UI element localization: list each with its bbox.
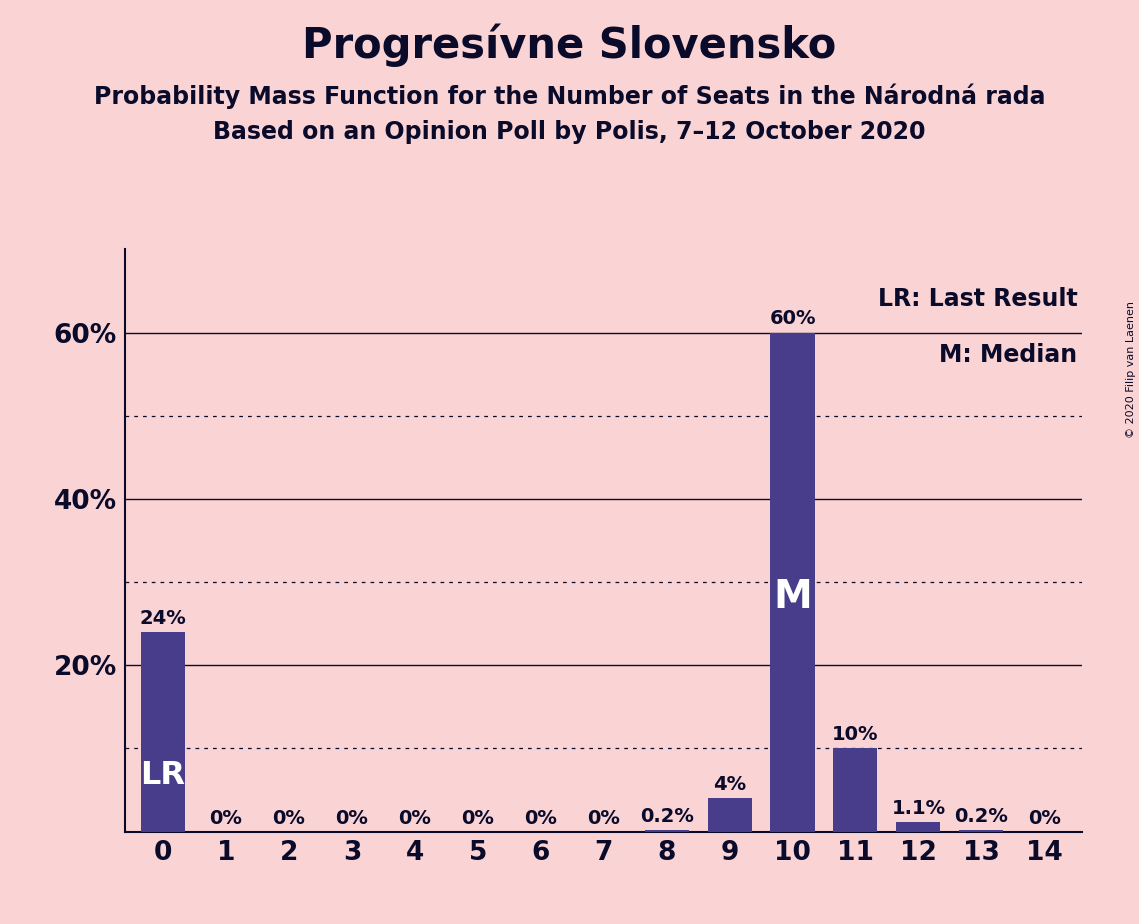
Bar <box>707 798 752 832</box>
Text: 0.2%: 0.2% <box>640 807 694 826</box>
Bar <box>770 333 814 832</box>
Text: 1.1%: 1.1% <box>892 799 945 819</box>
Text: 4%: 4% <box>713 775 746 794</box>
Text: Probability Mass Function for the Number of Seats in the Národná rada: Probability Mass Function for the Number… <box>93 83 1046 109</box>
Text: M: Median: M: Median <box>940 343 1077 367</box>
Bar <box>896 822 941 832</box>
Text: 0%: 0% <box>588 809 620 828</box>
Text: LR: Last Result: LR: Last Result <box>877 286 1077 310</box>
Bar <box>645 830 689 832</box>
Text: 24%: 24% <box>140 609 187 628</box>
Text: 0%: 0% <box>399 809 432 828</box>
Text: 0%: 0% <box>210 809 243 828</box>
Text: 0%: 0% <box>272 809 305 828</box>
Text: 0%: 0% <box>524 809 557 828</box>
Text: Based on an Opinion Poll by Polis, 7–12 October 2020: Based on an Opinion Poll by Polis, 7–12 … <box>213 120 926 144</box>
Text: LR: LR <box>140 760 186 791</box>
Text: 0.2%: 0.2% <box>954 807 1008 826</box>
Bar <box>834 748 877 832</box>
Text: M: M <box>773 578 812 616</box>
Bar <box>141 632 185 832</box>
Text: © 2020 Filip van Laenen: © 2020 Filip van Laenen <box>1126 301 1136 438</box>
Text: Progresívne Slovensko: Progresívne Slovensko <box>302 23 837 67</box>
Text: 0%: 0% <box>336 809 368 828</box>
Text: 60%: 60% <box>769 310 816 328</box>
Bar <box>959 830 1003 832</box>
Text: 10%: 10% <box>833 725 878 745</box>
Text: 0%: 0% <box>461 809 494 828</box>
Text: 0%: 0% <box>1027 809 1060 828</box>
